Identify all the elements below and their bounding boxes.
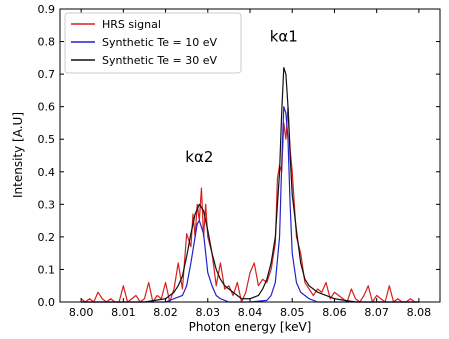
peak-annotation-1: kα2 [185,148,213,166]
series-line-3 [81,66,419,303]
y-tick-label: 0.5 [38,133,56,146]
x-tick-label: 8.01 [111,306,136,319]
legend-label-1: HRS signal [102,18,161,31]
x-tick-label: 8.03 [196,306,221,319]
legend-box [64,12,242,74]
legend: HRS signal Synthetic Te = 10 eV Synthetic … [64,12,242,74]
x-tick-label: 8.04 [238,306,263,319]
x-tick-label: 8.02 [153,306,178,319]
x-tick-label: 8.06 [322,306,347,319]
ticks-layer: 8.00 8.01 8.02 8.03 8.04 8.05 8.06 8.07 8.08 0.0 0… [38,3,440,319]
x-tick-label: 8.00 [69,306,94,319]
x-tick-label: 8.08 [407,306,432,319]
y-tick-label: 0.6 [38,101,56,114]
peak-annotation-2: kα1 [270,28,298,46]
y-tick-label: 0.3 [38,198,56,211]
legend-label-3: Synthetic Te = 30 eV [102,54,218,67]
annotation-layer: kα2 kα1 [185,28,298,166]
y-tick-label: 0.9 [38,3,56,16]
y-tick-label: 0.4 [38,166,56,179]
y-axis-label: Intensity [A.U] [11,112,25,198]
series-line-1 [80,106,419,303]
x-tick-label: 8.05 [280,306,305,319]
legend-label-2: Synthetic Te = 10 eV [102,36,218,49]
y-tick-label: 0.2 [38,231,56,244]
y-tick-label: 0.0 [38,296,56,309]
x-axis-label: Photon energy [keV] [189,320,312,334]
y-tick-label: 0.8 [38,36,56,49]
x-tick-label: 8.07 [364,306,389,319]
y-tick-label: 0.7 [38,68,56,81]
y-tick-label: 0.1 [38,263,56,276]
